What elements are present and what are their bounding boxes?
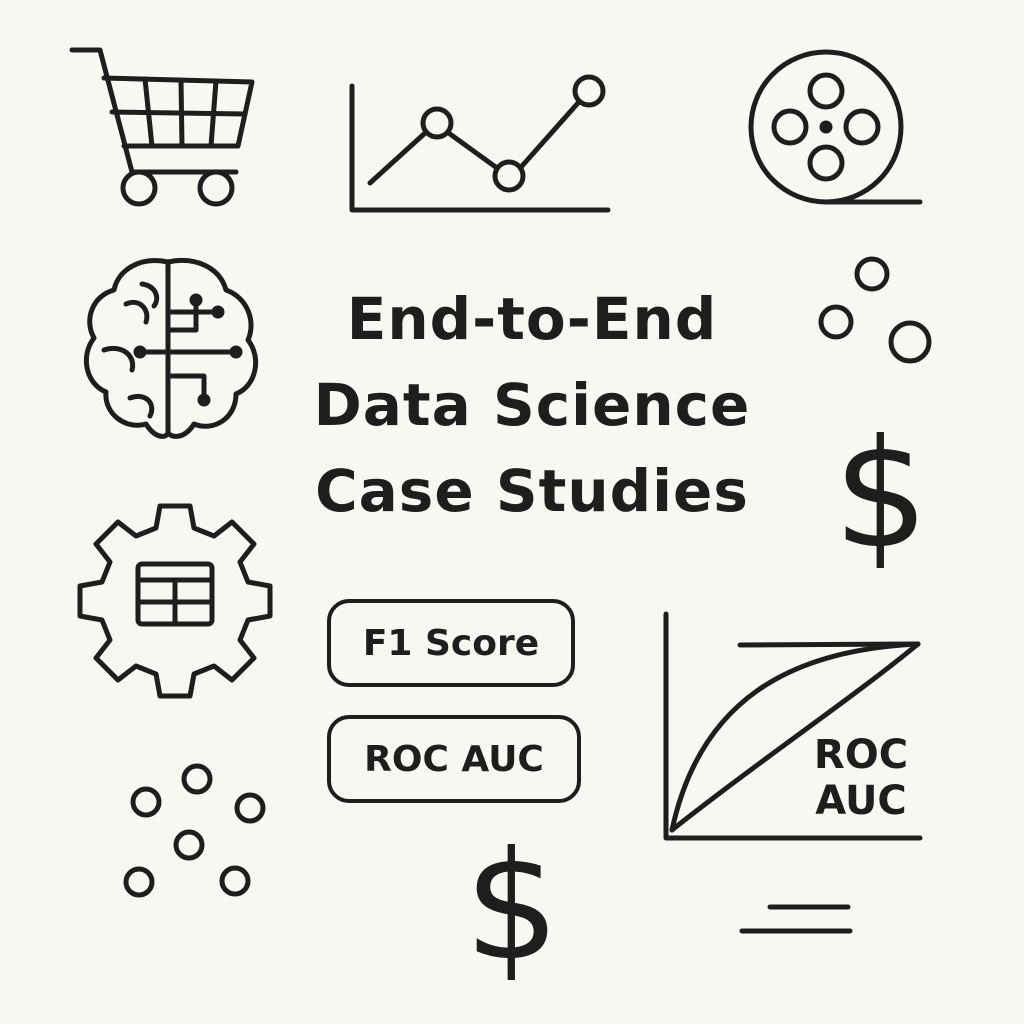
f1-score-label: F1 Score bbox=[362, 622, 540, 664]
roc-curve-icon bbox=[663, 611, 923, 841]
brain-circuit-icon bbox=[83, 258, 259, 439]
title-line-3: Case Studies bbox=[315, 457, 749, 525]
roc-chart-label: ROC AUC bbox=[796, 732, 926, 824]
bubbles-icon bbox=[818, 256, 932, 364]
roc-auc-label: ROC AUC bbox=[364, 738, 544, 780]
page-title: End-to-End Data Science Case Studies bbox=[262, 276, 802, 534]
scatter-dots-icon bbox=[123, 763, 266, 898]
roc-chart-label-line-2: AUC bbox=[815, 778, 907, 824]
line-chart-icon bbox=[349, 74, 611, 213]
dollar-icon-bottom: $ bbox=[464, 820, 560, 994]
roc-chart-label-line-1: ROC bbox=[813, 732, 909, 778]
gear-table-icon bbox=[77, 503, 273, 699]
f1-score-badge: F1 Score bbox=[327, 599, 575, 687]
title-line-2: Data Science bbox=[313, 371, 751, 439]
decorative-dashes bbox=[739, 904, 853, 934]
shopping-cart-icon bbox=[69, 47, 255, 207]
roc-auc-badge: ROC AUC bbox=[327, 715, 581, 803]
film-reel-icon bbox=[748, 49, 923, 205]
title-line-1: End-to-End bbox=[346, 285, 718, 353]
dollar-icon: $ bbox=[833, 408, 929, 582]
